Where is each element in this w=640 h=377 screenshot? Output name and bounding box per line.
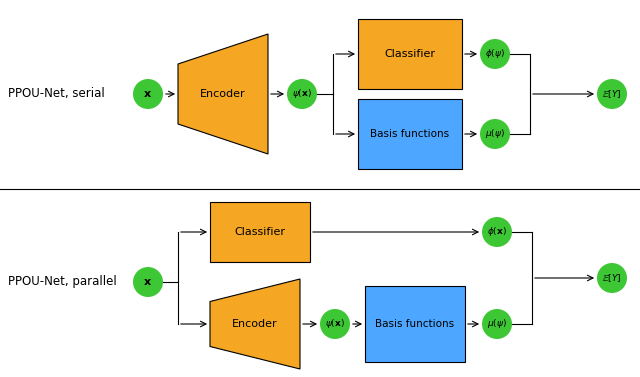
Bar <box>358 19 462 89</box>
Bar <box>210 202 310 262</box>
Circle shape <box>133 79 163 109</box>
Text: $\mu(\psi)$: $\mu(\psi)$ <box>485 127 505 141</box>
Bar <box>365 286 465 362</box>
Text: Basis functions: Basis functions <box>376 319 454 329</box>
Text: $\phi(\psi)$: $\phi(\psi)$ <box>485 48 505 60</box>
Text: Classifier: Classifier <box>385 49 435 59</box>
Text: Encoder: Encoder <box>232 319 278 329</box>
Circle shape <box>133 267 163 297</box>
Polygon shape <box>210 279 300 369</box>
Polygon shape <box>178 34 268 154</box>
Circle shape <box>597 263 627 293</box>
Text: $\mathbf{x}$: $\mathbf{x}$ <box>143 277 152 287</box>
Circle shape <box>482 217 512 247</box>
Circle shape <box>482 309 512 339</box>
Text: PPOU-Net, serial: PPOU-Net, serial <box>8 87 105 101</box>
Text: $\mathbf{x}$: $\mathbf{x}$ <box>143 89 152 99</box>
Text: Basis functions: Basis functions <box>371 129 449 139</box>
Text: Classifier: Classifier <box>234 227 285 237</box>
Text: Encoder: Encoder <box>200 89 246 99</box>
Text: $\mu(\psi)$: $\mu(\psi)$ <box>487 317 507 331</box>
Text: $\mathbb{E}[Y]$: $\mathbb{E}[Y]$ <box>602 272 621 284</box>
Circle shape <box>480 119 510 149</box>
Circle shape <box>597 79 627 109</box>
Text: $\phi(\mathbf{x})$: $\phi(\mathbf{x})$ <box>487 225 507 239</box>
Circle shape <box>320 309 350 339</box>
Bar <box>358 99 462 169</box>
Text: $\psi(\mathbf{x})$: $\psi(\mathbf{x})$ <box>325 317 345 331</box>
Circle shape <box>480 39 510 69</box>
Text: $\mathbb{E}[Y]$: $\mathbb{E}[Y]$ <box>602 88 621 100</box>
Text: $\psi(\mathbf{x})$: $\psi(\mathbf{x})$ <box>292 87 312 101</box>
Text: PPOU-Net, parallel: PPOU-Net, parallel <box>8 276 116 288</box>
Circle shape <box>287 79 317 109</box>
